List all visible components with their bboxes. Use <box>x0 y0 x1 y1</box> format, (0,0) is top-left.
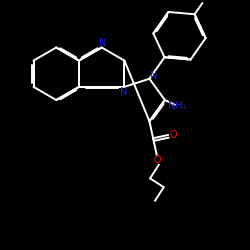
Text: O: O <box>154 155 162 165</box>
Text: O: O <box>169 130 177 140</box>
Text: N: N <box>99 38 107 48</box>
Text: N: N <box>120 87 128 97</box>
Text: NH₂: NH₂ <box>168 101 186 111</box>
Text: N: N <box>150 71 158 81</box>
